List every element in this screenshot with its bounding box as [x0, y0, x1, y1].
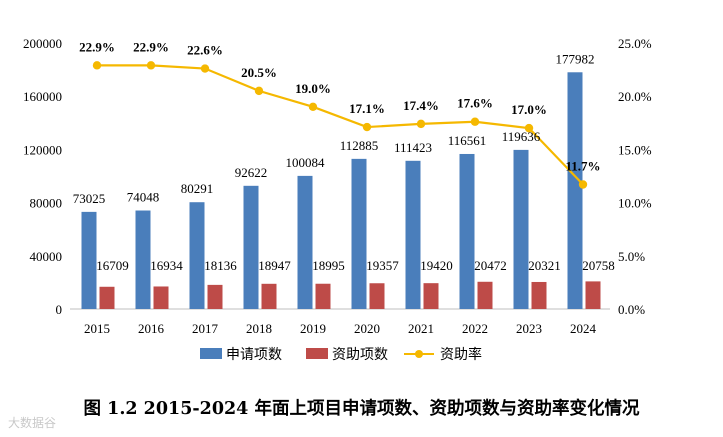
bar-fund [423, 283, 439, 309]
legend-marker-rate [415, 350, 423, 358]
bar-apply [297, 175, 313, 309]
data-label-fund: 20758 [582, 258, 615, 273]
data-label-apply: 119636 [502, 129, 541, 144]
bar-apply [459, 153, 475, 309]
right-axis-tick-label: 20.0% [618, 89, 652, 104]
left-axis-tick-label: 40000 [30, 249, 63, 264]
right-axis-tick-label: 10.0% [618, 196, 652, 211]
bar-fund [477, 281, 493, 309]
point-rate [578, 180, 588, 189]
legend-label-fund: 资助项数 [332, 347, 388, 363]
left-axis-tick-label: 80000 [30, 196, 63, 211]
left-axis-tick-label: 0 [56, 302, 63, 317]
bar-fund [153, 286, 169, 309]
x-axis-tick-label: 2023 [516, 321, 542, 336]
legend-swatch-fund [306, 348, 328, 359]
bar-apply [567, 72, 583, 310]
data-label-apply: 92622 [235, 165, 268, 180]
bar-fund [585, 281, 601, 309]
data-label-rate: 11.7% [565, 159, 600, 174]
data-label-fund: 16709 [96, 258, 129, 273]
data-label-rate: 22.9% [79, 39, 115, 54]
bar-apply [351, 158, 367, 309]
bar-fund [99, 286, 115, 309]
data-label-rate: 22.6% [187, 43, 223, 58]
legend-label-apply: 申请项数 [226, 347, 282, 363]
bar-apply [405, 160, 421, 309]
data-label-apply: 177982 [556, 51, 595, 66]
legend-swatch-apply [200, 348, 222, 359]
left-axis-tick-label: 120000 [23, 142, 62, 157]
right-axis-tick-label: 5.0% [618, 249, 645, 264]
data-label-rate: 17.4% [403, 98, 439, 113]
x-axis-tick-label: 2018 [246, 321, 272, 336]
data-label-fund: 19420 [420, 258, 453, 273]
point-rate [146, 61, 156, 70]
point-rate [362, 122, 372, 132]
right-axis-tick-label: 25.0% [618, 36, 652, 51]
legend: 申请项数 资助项数 资助率 [200, 346, 482, 363]
point-rate [200, 64, 210, 73]
point-rate [254, 86, 264, 96]
x-axis-tick-label: 2021 [408, 321, 434, 336]
bar-fund [531, 281, 547, 309]
point-rate [92, 61, 102, 70]
data-label-fund: 18136 [204, 258, 237, 273]
x-axis-tick-label: 2022 [462, 321, 488, 336]
bar-fund [261, 283, 277, 309]
bar-apply [243, 185, 259, 309]
data-label-rate: 20.5% [241, 65, 277, 80]
bar-apply [135, 210, 151, 309]
data-label-apply: 73025 [73, 191, 106, 206]
data-label-fund: 20321 [528, 258, 561, 273]
data-label-apply: 100084 [286, 155, 326, 170]
data-label-apply: 74048 [127, 190, 160, 205]
data-label-rate: 17.0% [511, 102, 547, 117]
data-label-fund: 18995 [312, 258, 345, 273]
x-axis-tick-label: 2020 [354, 321, 380, 336]
left-axis-tick-label: 200000 [23, 36, 62, 51]
bar-fund [207, 284, 223, 309]
bar-apply [513, 149, 529, 309]
x-axis-tick-label: 2019 [300, 321, 326, 336]
x-axis-tick-label: 2017 [192, 321, 219, 336]
data-label-apply: 111423 [394, 140, 432, 155]
data-label-apply: 80291 [181, 181, 214, 196]
data-label-rate: 22.9% [133, 39, 169, 54]
x-axis-tick-label: 2016 [138, 321, 165, 336]
data-label-apply: 116561 [448, 133, 487, 148]
x-axis-tick-label: 2024 [570, 321, 597, 336]
point-rate [524, 123, 534, 133]
point-rate [308, 102, 318, 112]
data-label-fund: 20472 [474, 258, 507, 273]
data-label-fund: 18947 [258, 258, 291, 273]
bar-fund [369, 283, 385, 309]
data-label-rate: 19.0% [295, 81, 331, 96]
right-axis-tick-label: 0.0% [618, 302, 645, 317]
data-label-rate: 17.6% [457, 96, 493, 111]
data-label-fund: 16934 [150, 258, 183, 273]
data-label-fund: 19357 [366, 258, 399, 273]
left-axis-tick-label: 160000 [23, 89, 62, 104]
bar-apply [189, 202, 205, 309]
x-axis-tick-label: 2015 [84, 321, 110, 336]
right-axis-tick-label: 15.0% [618, 142, 652, 157]
watermark: 大数据谷 [8, 416, 57, 430]
data-label-apply: 112885 [340, 138, 379, 153]
point-rate [470, 117, 480, 126]
bar-apply [81, 211, 97, 309]
data-label-rate: 17.1% [349, 101, 385, 116]
series-line-rate [97, 64, 584, 186]
bar-fund [315, 283, 331, 309]
legend-label-rate: 资助率 [440, 346, 482, 363]
point-rate [416, 119, 426, 129]
figure-caption: 图 1.2 2015-2024 年面上项目申请项数、资助项数与资助率变化情况 [83, 399, 640, 419]
